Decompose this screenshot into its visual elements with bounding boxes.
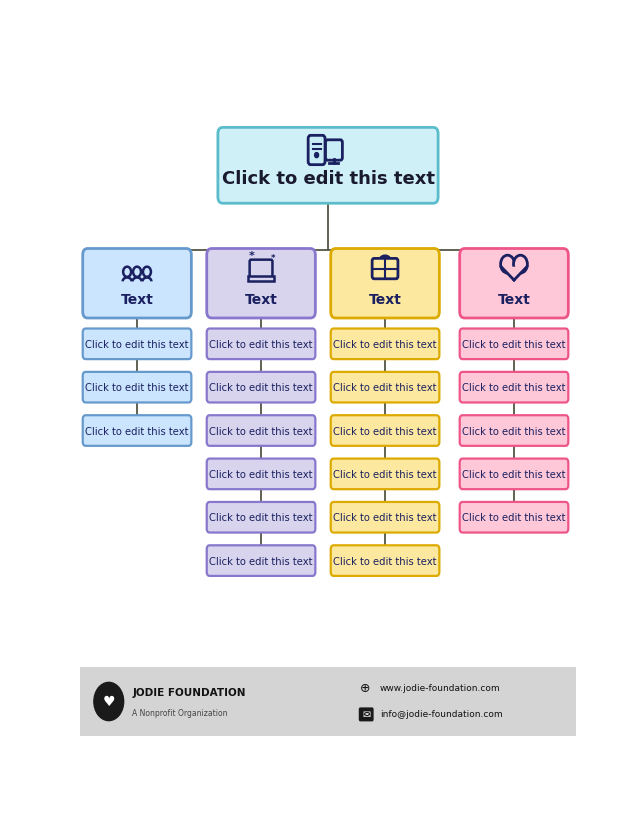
FancyBboxPatch shape bbox=[308, 136, 325, 165]
FancyBboxPatch shape bbox=[250, 261, 273, 280]
Text: Click to edit this text: Click to edit this text bbox=[209, 383, 313, 393]
Text: Click to edit this text: Click to edit this text bbox=[85, 426, 189, 436]
Circle shape bbox=[513, 256, 527, 274]
Polygon shape bbox=[501, 267, 527, 280]
Text: ✉: ✉ bbox=[362, 709, 371, 719]
Text: Click to edit this text: Click to edit this text bbox=[462, 383, 566, 393]
FancyBboxPatch shape bbox=[207, 416, 316, 447]
Text: Text: Text bbox=[497, 293, 531, 307]
Text: Click to edit this text: Click to edit this text bbox=[333, 339, 436, 349]
FancyBboxPatch shape bbox=[460, 372, 568, 403]
FancyBboxPatch shape bbox=[331, 372, 439, 403]
Text: Text: Text bbox=[120, 293, 154, 307]
Text: Click to edit this text: Click to edit this text bbox=[462, 469, 566, 480]
Text: A Nonprofit Organization: A Nonprofit Organization bbox=[132, 708, 228, 717]
FancyBboxPatch shape bbox=[331, 249, 439, 318]
Text: Text: Text bbox=[244, 293, 278, 307]
FancyBboxPatch shape bbox=[460, 502, 568, 533]
Text: JODIE FOUNDATION: JODIE FOUNDATION bbox=[132, 687, 246, 697]
Text: Click to edit this text: Click to edit this text bbox=[209, 469, 313, 480]
Text: Click to edit this text: Click to edit this text bbox=[462, 513, 566, 523]
Text: Click to edit this text: Click to edit this text bbox=[333, 556, 436, 566]
Text: Click to edit this text: Click to edit this text bbox=[209, 339, 313, 349]
Text: info@jodie-foundation.com: info@jodie-foundation.com bbox=[380, 710, 502, 719]
FancyBboxPatch shape bbox=[207, 372, 316, 403]
Text: Click to edit this text: Click to edit this text bbox=[333, 513, 436, 523]
FancyBboxPatch shape bbox=[331, 329, 439, 360]
FancyBboxPatch shape bbox=[460, 249, 568, 318]
Circle shape bbox=[315, 153, 319, 159]
FancyBboxPatch shape bbox=[207, 249, 316, 318]
FancyBboxPatch shape bbox=[83, 329, 191, 360]
Circle shape bbox=[94, 682, 124, 721]
Text: Click to edit this text: Click to edit this text bbox=[333, 469, 436, 480]
FancyBboxPatch shape bbox=[207, 329, 316, 360]
Text: Click to edit this text: Click to edit this text bbox=[209, 426, 313, 436]
Text: Click to edit this text: Click to edit this text bbox=[462, 426, 566, 436]
FancyBboxPatch shape bbox=[207, 546, 316, 576]
Text: Click to edit this text: Click to edit this text bbox=[85, 383, 189, 393]
FancyBboxPatch shape bbox=[331, 502, 439, 533]
FancyBboxPatch shape bbox=[460, 459, 568, 490]
Text: Click to edit this text: Click to edit this text bbox=[85, 339, 189, 349]
FancyBboxPatch shape bbox=[460, 329, 568, 360]
FancyBboxPatch shape bbox=[83, 249, 191, 318]
FancyBboxPatch shape bbox=[207, 459, 316, 490]
FancyBboxPatch shape bbox=[331, 459, 439, 490]
FancyBboxPatch shape bbox=[331, 546, 439, 576]
Text: *: * bbox=[249, 251, 255, 261]
Circle shape bbox=[500, 256, 515, 274]
Text: Click to edit this text: Click to edit this text bbox=[209, 513, 313, 523]
FancyBboxPatch shape bbox=[460, 416, 568, 447]
Text: Click to edit this text: Click to edit this text bbox=[333, 426, 436, 436]
Text: *: * bbox=[271, 254, 276, 263]
Text: Click to edit this text: Click to edit this text bbox=[209, 556, 313, 566]
Text: www.jodie-foundation.com: www.jodie-foundation.com bbox=[380, 683, 500, 692]
FancyBboxPatch shape bbox=[83, 416, 191, 447]
FancyBboxPatch shape bbox=[359, 708, 374, 721]
Text: ⊕: ⊕ bbox=[360, 681, 371, 695]
Bar bbox=[80, 667, 576, 736]
Text: Click to edit this text: Click to edit this text bbox=[333, 383, 436, 393]
Text: Click to edit this text: Click to edit this text bbox=[462, 339, 566, 349]
Text: Click to edit this text: Click to edit this text bbox=[221, 170, 435, 188]
FancyBboxPatch shape bbox=[331, 416, 439, 447]
FancyBboxPatch shape bbox=[372, 259, 398, 280]
FancyBboxPatch shape bbox=[248, 277, 275, 282]
FancyBboxPatch shape bbox=[207, 502, 316, 533]
FancyBboxPatch shape bbox=[218, 128, 438, 204]
FancyBboxPatch shape bbox=[326, 141, 342, 161]
Text: Text: Text bbox=[369, 293, 401, 307]
Text: ♥: ♥ bbox=[102, 695, 115, 709]
FancyBboxPatch shape bbox=[83, 372, 191, 403]
